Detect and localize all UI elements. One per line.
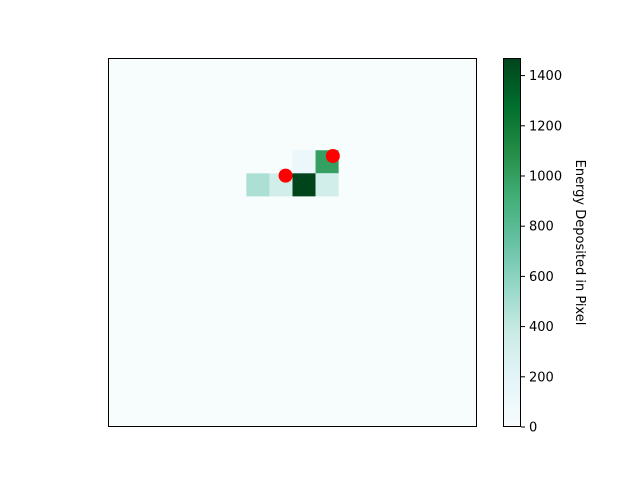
heatmap-cells: [246, 150, 339, 197]
colorbar-frame: [503, 58, 521, 427]
colorbar-tick-label: 200: [529, 370, 554, 385]
heatmap-cell: [292, 173, 316, 197]
marker-points: [278, 149, 340, 183]
colorbar-gradient: [503, 58, 521, 427]
marker-point: [278, 168, 293, 183]
colorbar-tick-label: 1200: [529, 119, 562, 134]
colorbar: 0 200 400 600 800 1000 1200 1400 Energy Deposit…: [503, 58, 587, 436]
heatmap-plot-area: [108, 58, 477, 427]
colorbar-tick-label: 1400: [529, 69, 562, 84]
heatmap-cell: [292, 150, 316, 174]
colorbar-tick-label: 0: [529, 421, 537, 436]
colorbar-tick-label: 1000: [529, 169, 562, 184]
marker-point: [325, 149, 340, 164]
plot-frame: [108, 58, 477, 427]
colorbar-ticks: 0 200 400 600 800 1000 1200 1400: [521, 69, 562, 436]
heatmap-cell: [315, 173, 339, 197]
colorbar-label: Energy Deposited in Pixel: [572, 160, 587, 326]
colorbar-tick-label: 800: [529, 220, 554, 235]
heatmap-cell: [246, 173, 270, 197]
colorbar-tick-label: 400: [529, 320, 554, 335]
heatmap-background: [108, 58, 477, 427]
colorbar-tick-label: 600: [529, 270, 554, 285]
